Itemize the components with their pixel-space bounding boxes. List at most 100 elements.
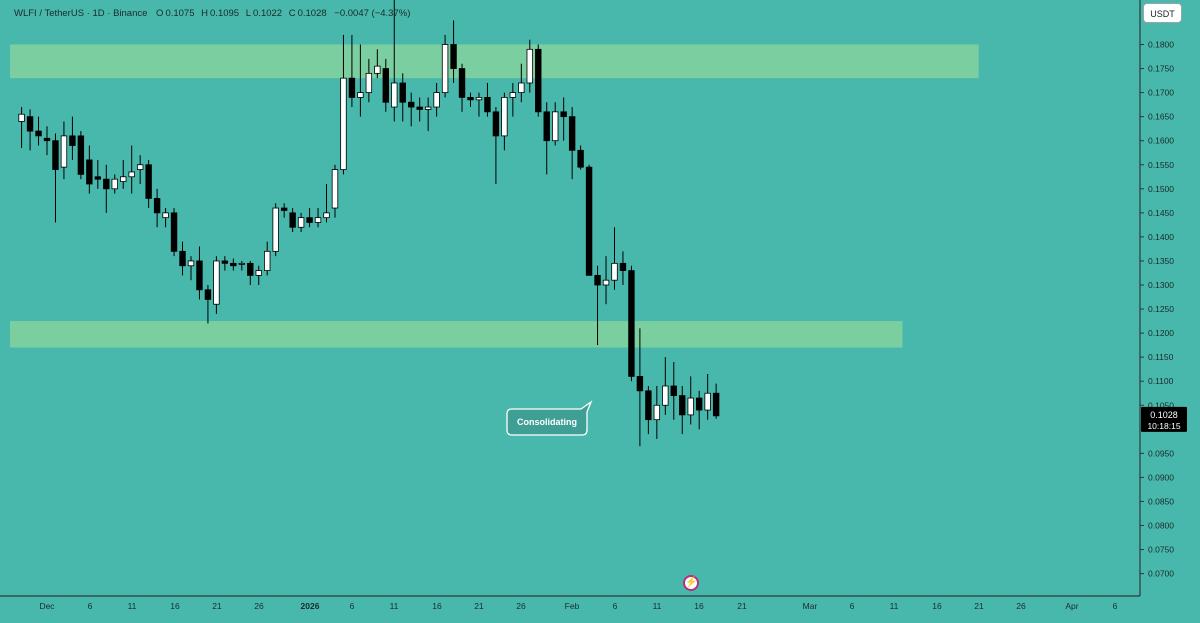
x-tick-label: 16 [932,601,942,611]
symbol-header: WLFI / TetherUS · 1D · Binance O 0.1075 H… [14,8,412,19]
candle-down [196,260,203,291]
y-tick-label: 0.1600 [1148,136,1174,146]
candle-up [475,97,483,101]
price-axis-bg [1140,0,1200,623]
candle-down [52,140,59,170]
x-tick-label: 16 [170,601,180,611]
candle-up [120,176,127,182]
candle-up [255,270,262,276]
candle-down [153,198,161,214]
candle-layer [18,0,720,447]
close-label: C [288,8,296,19]
y-tick-label: 0.1250 [1148,304,1174,314]
candle-up [365,72,373,94]
y-tick-label: 0.0950 [1148,448,1174,458]
close-value: 0.1028 [297,8,327,19]
y-tick-label: 0.0850 [1148,496,1174,506]
candle-up [314,217,322,223]
candle-down [170,212,178,252]
x-tick-label: 6 [613,601,618,611]
candle-up [238,262,246,265]
callout-text: Consolidating [517,417,577,427]
y-tick-label: 0.1200 [1148,328,1174,338]
callout-bubble [506,400,593,436]
candle-down [560,111,567,118]
change-value: −0.0047 (−4.37%) [334,8,411,19]
x-tick-label: 11 [653,601,662,611]
candle-down [695,397,703,411]
candle-up [501,97,508,137]
candle-down [636,375,644,392]
open-label: O [156,8,164,19]
y-tick-label: 0.0750 [1148,545,1174,555]
candle-down [179,250,186,267]
candle-up [374,65,381,74]
x-tick-label: 11 [128,601,137,611]
y-tick-label: 0.1350 [1148,256,1174,266]
y-tick-label: 0.0900 [1148,472,1174,482]
candle-down [289,212,296,228]
candle-up [340,77,347,170]
candle-down [145,164,152,199]
x-tick-label: Dec [39,601,55,611]
candle-down [467,97,474,101]
candle-up [611,262,618,281]
candle-up [518,82,525,94]
candle-down [594,274,601,286]
candle-up [704,392,711,411]
candle-up [687,397,694,416]
candle-up [136,164,144,170]
candle-up [60,135,68,168]
y-tick-label: 0.1100 [1148,376,1174,386]
candle-up [297,217,305,228]
x-tick-label: 6 [350,601,355,611]
candle-down [94,176,102,180]
candle-down [645,390,652,421]
y-tick-label: 0.1500 [1148,184,1174,194]
zone-2 [10,321,903,348]
candle-down [492,111,500,137]
candle-down [670,385,677,397]
candle-down [348,77,356,98]
candle-up [331,169,339,209]
candle-up [552,111,559,142]
candle-down [543,111,550,142]
candle-up [526,48,533,84]
candle-down [230,262,237,267]
y-tick-label: 0.1800 [1148,40,1174,50]
y-tick-label: 0.1650 [1148,112,1174,122]
x-tick-label: 16 [694,601,704,611]
candle-down [69,135,76,146]
y-tick-label: 0.1750 [1148,64,1174,74]
candle-up [272,207,279,252]
candle-down [399,82,406,103]
candle-up [213,260,220,305]
candle-down [103,178,110,190]
candle-up [433,92,440,108]
time-axis-bg [0,597,1200,623]
x-tick-label: 6 [1113,601,1118,611]
bar-countdown-text: 10:18:15 [1147,421,1180,431]
candle-down [306,217,313,223]
x-tick-label: 21 [974,601,984,611]
candle-down [408,101,415,108]
high-label: H [201,8,209,19]
x-tick-label: 6 [88,601,93,611]
lightning-icon[interactable]: ⚡ [683,575,699,591]
x-tick-label: 21 [474,601,484,611]
candle-down [585,166,593,276]
x-tick-label: 26 [1016,601,1026,611]
candle-down [280,207,288,211]
candle-down [77,135,85,175]
symbol-title: WLFI / TetherUS · 1D · Binance [14,8,148,19]
open-value: 0.1075 [165,8,195,19]
zone-1 [10,44,979,79]
candle-up [653,404,661,421]
candle-up [323,212,330,219]
candle-down [86,159,93,185]
currency-button[interactable]: USDT [1143,3,1182,23]
candle-down [26,116,34,132]
